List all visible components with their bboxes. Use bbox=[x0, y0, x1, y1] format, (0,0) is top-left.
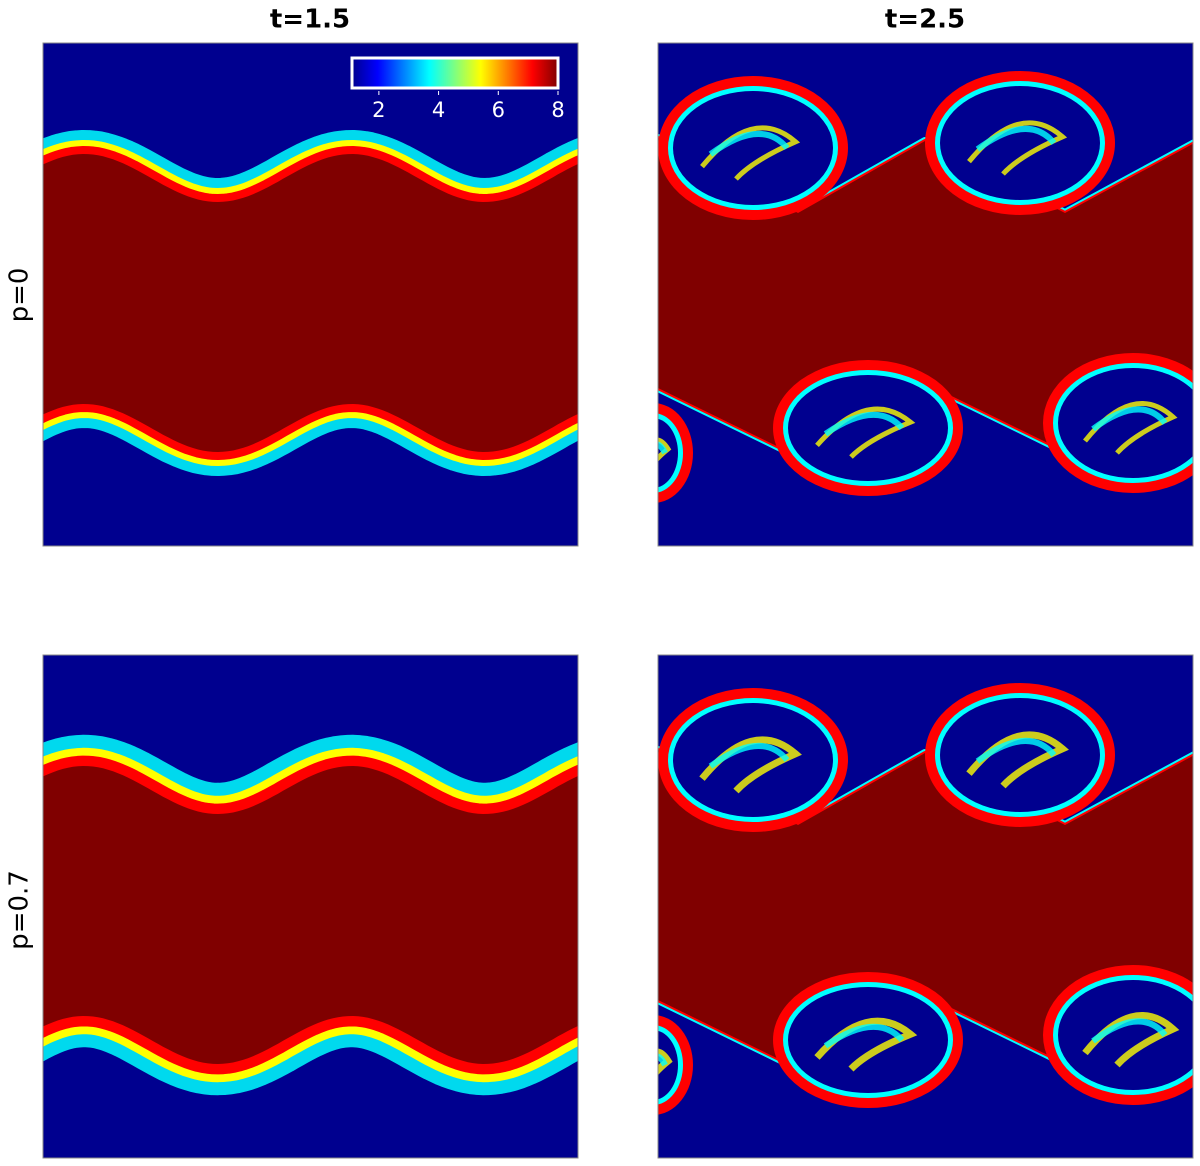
vortex-filament bbox=[1091, 1018, 1168, 1044]
vortex-filament bbox=[975, 126, 1057, 152]
vortex-filament bbox=[708, 743, 790, 769]
column-title: t=2.5 bbox=[885, 5, 965, 35]
vortex-filament bbox=[658, 1053, 668, 1067]
heatmap-panel bbox=[658, 43, 1193, 546]
dense-band bbox=[658, 750, 1193, 1065]
colorbar-tick-label: 8 bbox=[551, 98, 564, 122]
vortex-filament bbox=[658, 437, 672, 462]
vortex-core bbox=[788, 987, 948, 1093]
colorbar-tick-label: 2 bbox=[372, 98, 385, 122]
vortex-filament bbox=[658, 441, 668, 455]
heatmap-panel bbox=[43, 43, 578, 546]
vortex-core bbox=[1058, 368, 1193, 478]
panel-frame bbox=[42, 42, 579, 547]
vortex-filament bbox=[975, 738, 1057, 764]
row-label: p=0 bbox=[5, 268, 35, 323]
vortex-filament bbox=[708, 131, 790, 157]
colorbar-tick-label: 6 bbox=[492, 98, 505, 122]
vortex-core bbox=[658, 1030, 678, 1100]
heatmap-panel bbox=[43, 655, 578, 1158]
panel-frame bbox=[657, 654, 1194, 1159]
panel-frame bbox=[657, 42, 1194, 547]
vortex-core bbox=[1058, 980, 1193, 1090]
colorbar-tick-label: 4 bbox=[432, 98, 445, 122]
dense-band bbox=[658, 138, 1193, 453]
row-label: p=0.7 bbox=[5, 870, 35, 950]
vortex-filament bbox=[658, 1048, 673, 1076]
vortex-core bbox=[673, 703, 833, 817]
colorbar bbox=[350, 56, 560, 90]
dense-band bbox=[43, 766, 578, 1064]
vortex-core bbox=[788, 375, 948, 481]
panel-frame bbox=[42, 654, 579, 1159]
vortex-filament bbox=[823, 411, 905, 437]
dense-band bbox=[43, 154, 578, 452]
vortex-filament bbox=[1091, 406, 1168, 432]
vortex-core bbox=[940, 86, 1100, 200]
vortex-core bbox=[673, 91, 833, 205]
vortex-filament bbox=[823, 1023, 905, 1049]
column-title: t=1.5 bbox=[270, 5, 350, 35]
heatmap-panel bbox=[658, 655, 1193, 1158]
vortex-core bbox=[658, 418, 678, 488]
vortex-core bbox=[940, 698, 1100, 812]
